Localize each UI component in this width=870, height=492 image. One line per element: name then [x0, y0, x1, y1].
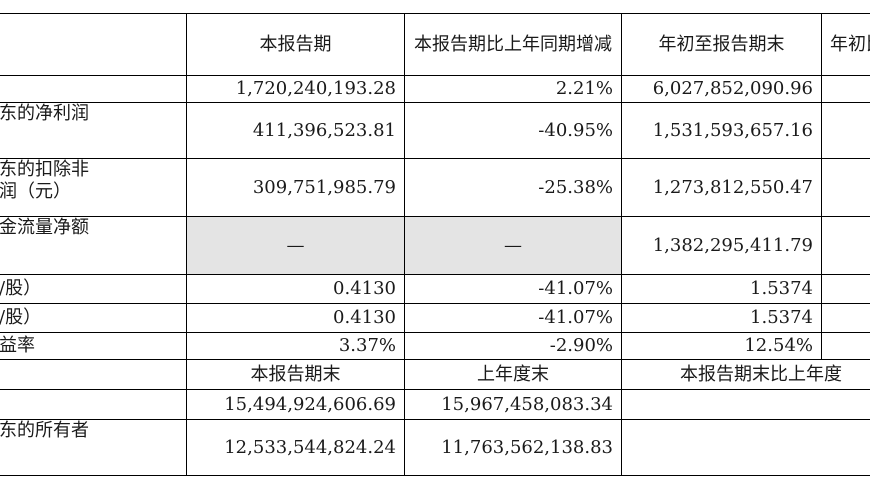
yoy-value: — [404, 216, 622, 275]
col-ytd-header: 年初至报告期末 [621, 13, 822, 76]
yoy-value: -25.38% [404, 158, 622, 217]
row-label: 益（元/股） [0, 274, 187, 304]
table-row: 公司股东的净利润 411,396,523.81 -40.95% 1,531,59… [0, 102, 870, 159]
period-end-value: 15,494,924,606.69 [186, 389, 405, 420]
ytd-value: 1,531,593,657.16 [621, 102, 822, 159]
prev-year-end-value: 11,763,562,138.83 [404, 419, 622, 476]
change-value [621, 419, 870, 476]
current-value: 3.37% [186, 332, 405, 360]
current-value: — [186, 216, 405, 275]
ytd-yoy-value [821, 102, 870, 159]
table-row: 资产收益率 3.37% -2.90% 12.54% [0, 332, 870, 360]
current-value: 309,751,985.79 [186, 158, 405, 217]
ytd-yoy-value [821, 274, 870, 304]
yoy-value: -41.07% [404, 274, 622, 304]
yoy-value: -40.95% [404, 102, 622, 159]
table-row: 益（元/股） 0.4130 -41.07% 1.5374 [0, 274, 870, 304]
yoy-value: 2.21% [404, 75, 622, 103]
header-label-cell [0, 13, 187, 76]
col-period-end-header: 本报告期末 [186, 359, 405, 390]
ytd-yoy-value [821, 75, 870, 103]
ytd-value: 1,273,812,550.47 [621, 158, 822, 217]
ytd-yoy-value [821, 332, 870, 360]
row-label: 公司股东的所有者 [0, 419, 187, 476]
ytd-value: 6,027,852,090.96 [621, 75, 822, 103]
row-label-line2: 的净利润（元） [0, 181, 71, 202]
col-change-header: 本报告期末比上年度 [621, 359, 870, 390]
table-row: 公司股东的所有者 12,533,544,824.24 11,763,562,13… [0, 419, 870, 476]
row-label: 公司股东的净利润 [0, 102, 187, 159]
row-label: 元） [0, 75, 187, 103]
row-label: 益（元/股） [0, 303, 187, 333]
col-yoy-header: 本报告期比上年同期增减 [404, 13, 622, 76]
ytd-value: 1,382,295,411.79 [621, 216, 822, 275]
row-label [0, 389, 187, 420]
current-value: 0.4130 [186, 274, 405, 304]
table-row: 元） 1,720,240,193.28 2.21% 6,027,852,090.… [0, 75, 870, 103]
ytd-value: 12.54% [621, 332, 822, 360]
header-row-2: 本报告期末 上年度末 本报告期末比上年度 [0, 359, 870, 390]
change-value [621, 389, 870, 420]
table-row: 15,494,924,606.69 15,967,458,083.34 [0, 389, 870, 420]
col-ytd-yoy-header: 年初比上 [821, 13, 870, 76]
ytd-value: 1.5374 [621, 274, 822, 304]
prev-year-end-value: 15,967,458,083.34 [404, 389, 622, 420]
table-row: 益（元/股） 0.4130 -41.07% 1.5374 [0, 303, 870, 333]
table-row: 生的现金流量净额 — — 1,382,295,411.79 [0, 216, 870, 275]
col-current-header: 本报告期 [186, 13, 405, 76]
yoy-value: -41.07% [404, 303, 622, 333]
ytd-yoy-value [821, 216, 870, 275]
current-value: 1,720,240,193.28 [186, 75, 405, 103]
row-label: 生的现金流量净额 [0, 216, 187, 275]
financial-table: 本报告期 本报告期比上年同期增减 年初至报告期末 年初比上 元） 1,720,2… [0, 13, 870, 476]
row-label-line1: 公司股东的扣除非 [0, 159, 89, 181]
ytd-yoy-value [821, 303, 870, 333]
col-prev-year-end-header: 上年度末 [404, 359, 622, 390]
ytd-yoy-value [821, 158, 870, 217]
yoy-value: -2.90% [404, 332, 622, 360]
period-end-value: 12,533,544,824.24 [186, 419, 405, 476]
ytd-value: 1.5374 [621, 303, 822, 333]
table-row: 公司股东的扣除非 的净利润（元） 309,751,985.79 -25.38% … [0, 158, 870, 217]
row-label: 公司股东的扣除非 的净利润（元） [0, 158, 187, 217]
current-value: 411,396,523.81 [186, 102, 405, 159]
header-row: 本报告期 本报告期比上年同期增减 年初至报告期末 年初比上 [0, 13, 870, 76]
header2-label-cell [0, 359, 187, 390]
row-label: 资产收益率 [0, 332, 187, 360]
current-value: 0.4130 [186, 303, 405, 333]
